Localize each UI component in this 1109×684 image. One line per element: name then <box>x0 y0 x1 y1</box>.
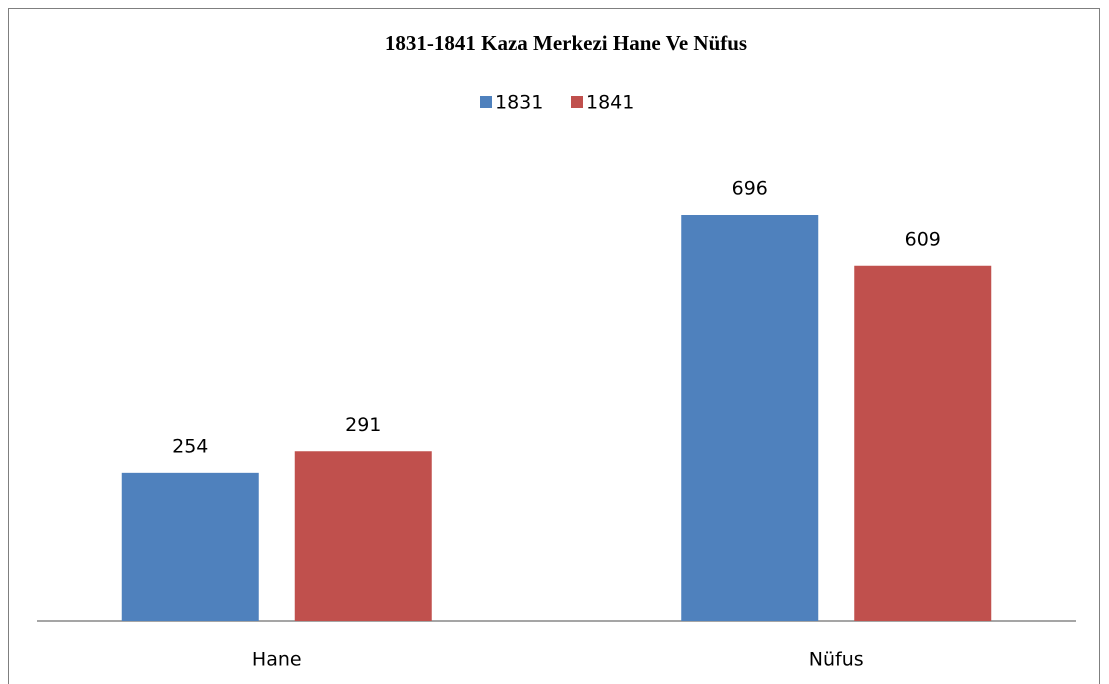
legend-label: 1831 <box>495 92 543 114</box>
bar <box>294 451 432 621</box>
x-tick-label: Hane <box>252 649 302 671</box>
data-label: 609 <box>905 228 941 250</box>
legend-label: 1841 <box>586 92 634 114</box>
bar <box>681 215 819 621</box>
legend-swatch <box>480 96 492 108</box>
x-tick-label: Nüfus <box>809 649 864 671</box>
bar <box>121 472 259 621</box>
legend-swatch <box>571 96 583 108</box>
data-label: 254 <box>172 435 208 457</box>
chart-title: 1831-1841 Kaza Merkezi Hane Ve Nüfus <box>385 31 747 55</box>
bar <box>854 265 992 621</box>
data-label: 291 <box>345 414 381 436</box>
data-label: 696 <box>732 178 768 200</box>
